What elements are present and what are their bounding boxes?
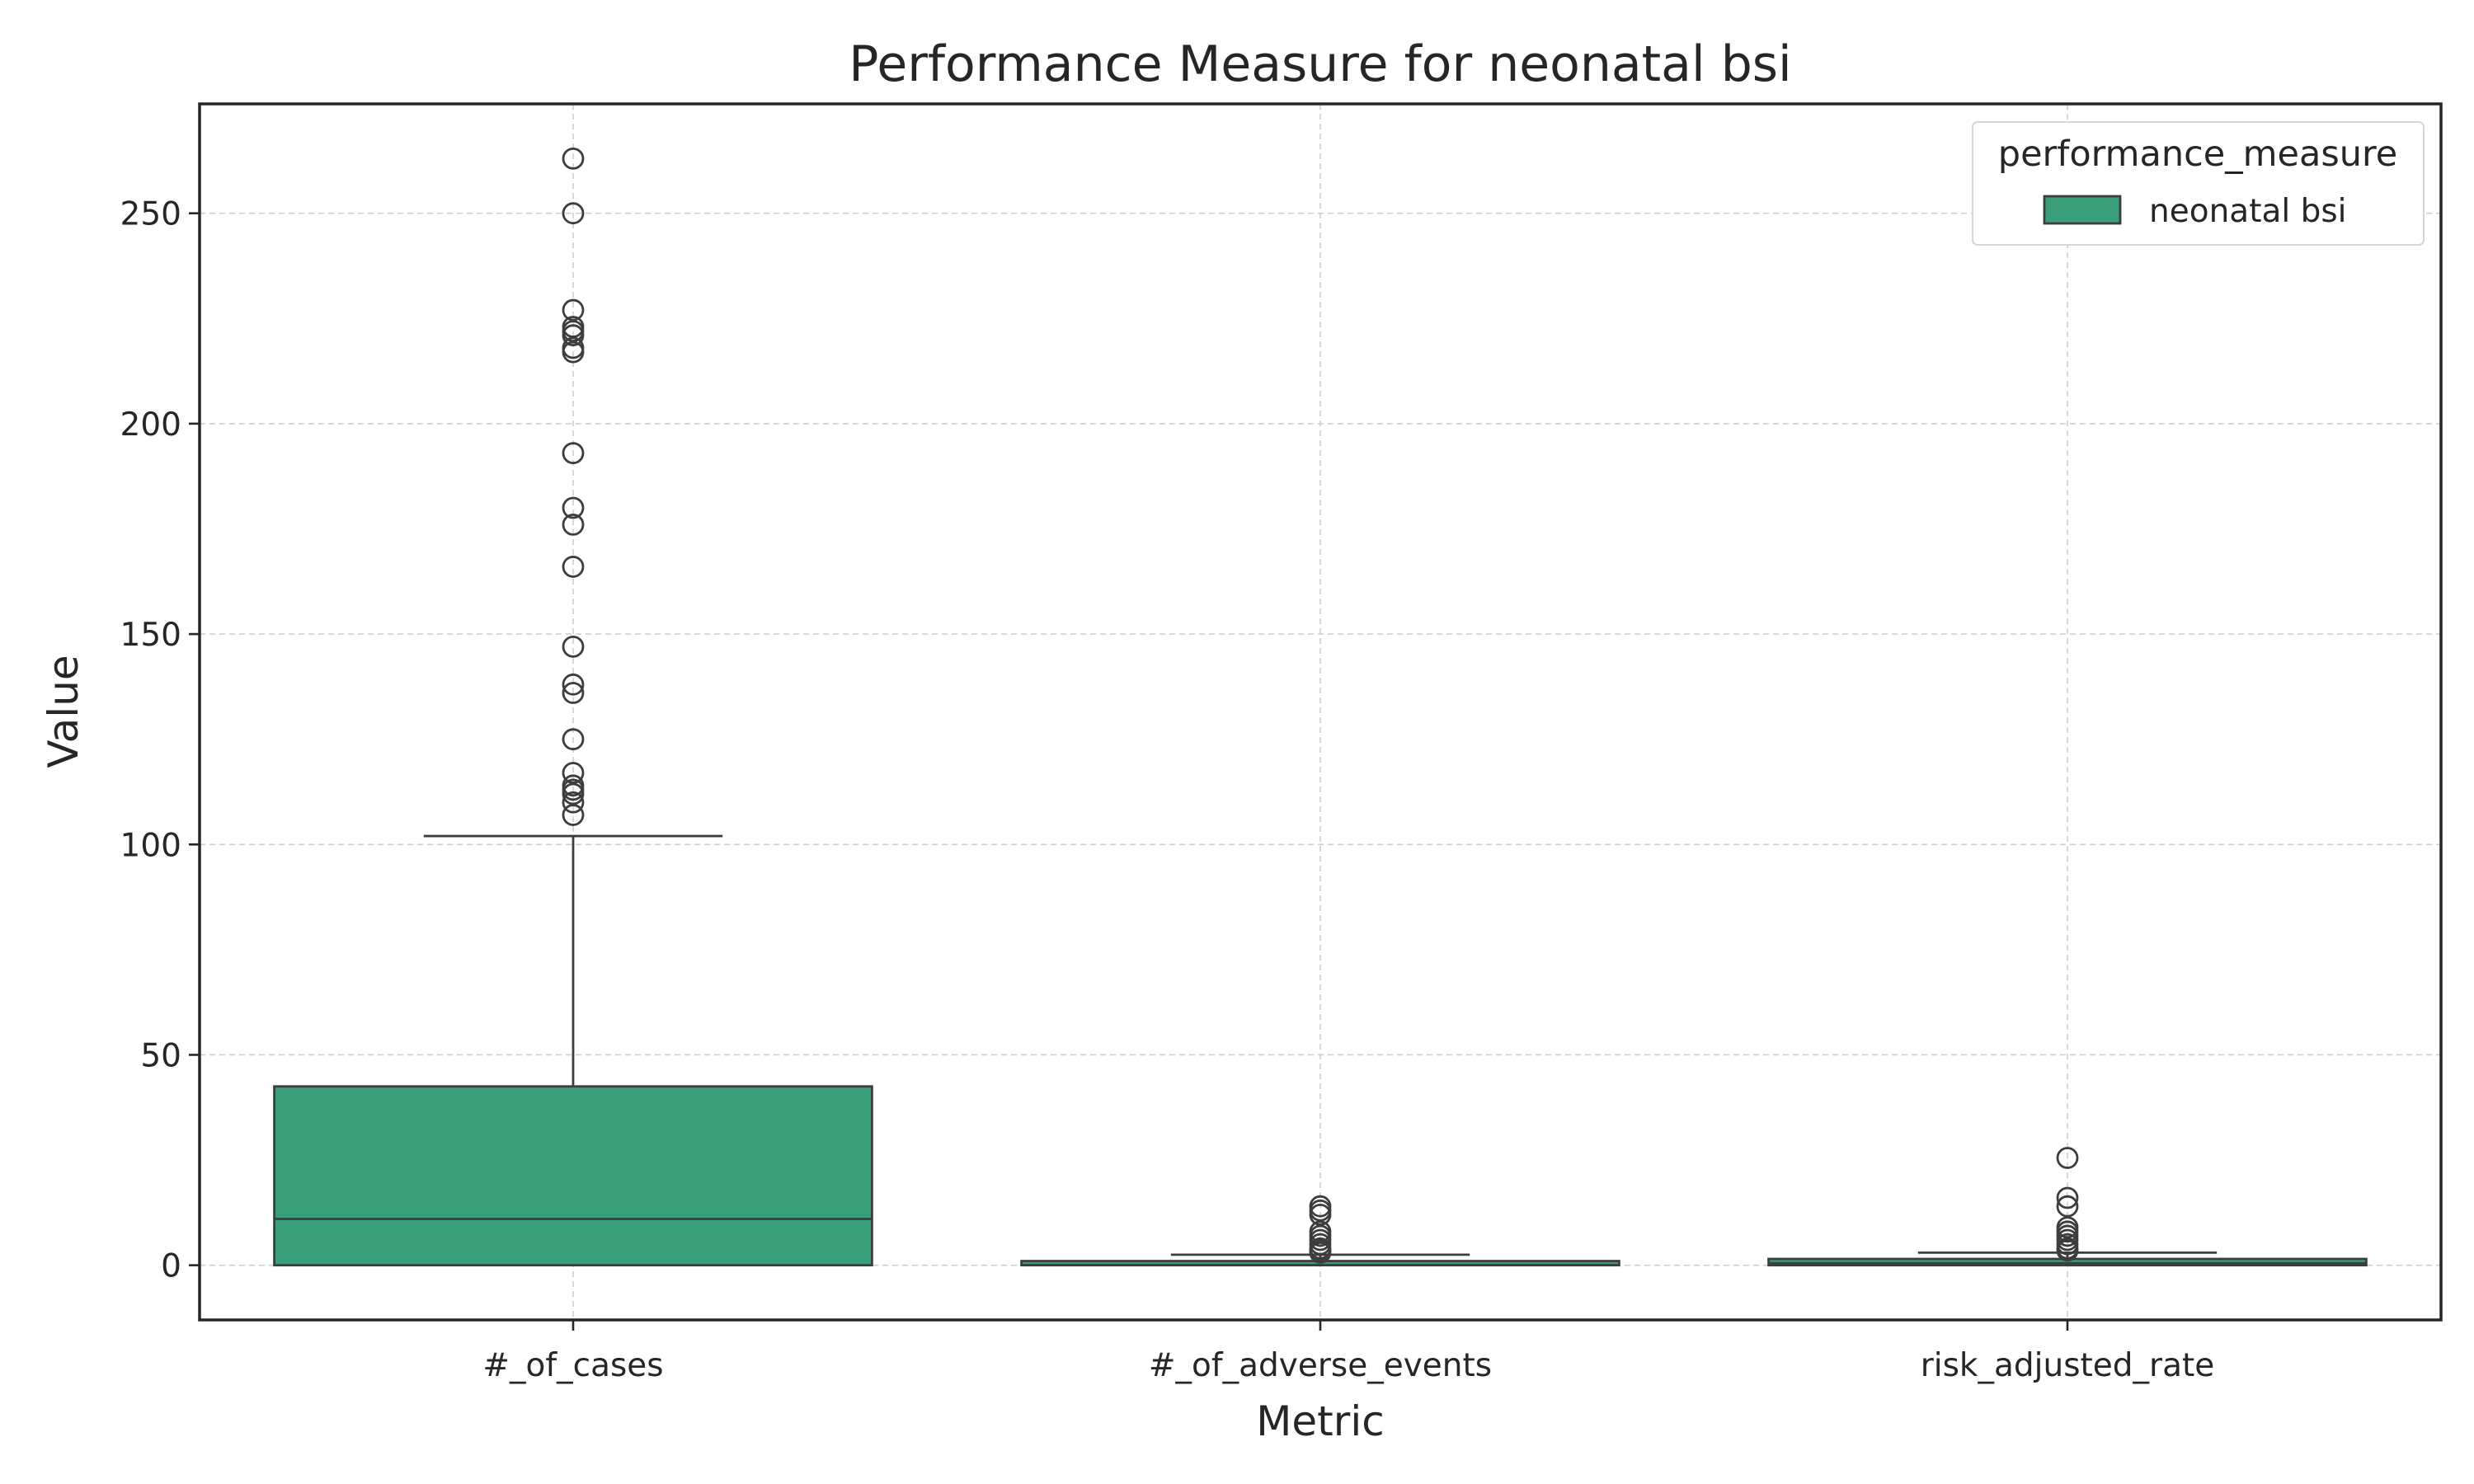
outlier-of-cases-8	[562, 673, 585, 696]
outlier-of-cases-10	[562, 556, 585, 578]
box-group-of-cases	[273, 147, 873, 1267]
box-group-risk-adjusted-rate	[1767, 1147, 2368, 1267]
box-group-of-adverse-events	[1020, 1195, 1620, 1267]
outlier-of-cases-4	[562, 774, 585, 797]
box-of-cases	[273, 1085, 873, 1267]
x-axis-title: Metric	[1256, 1397, 1384, 1445]
legend-title: performance_measure	[1998, 134, 2397, 175]
legend-entry-neonatal-bsi: neonatal bsi	[2149, 193, 2347, 230]
outlier-risk-adjusted-rate-9	[2056, 1147, 2079, 1169]
outlier-risk-adjusted-rate-6	[2056, 1216, 2079, 1239]
outlier-of-cases-1	[562, 791, 585, 814]
x-tick-label-of-cases: #_of_cases	[482, 1347, 663, 1384]
x-tick-label-of-adverse-events: #_of_adverse_events	[1149, 1347, 1492, 1384]
outlier-of-cases-6	[562, 728, 585, 751]
outlier-of-cases-13	[562, 442, 585, 465]
outlier-of-cases-20	[562, 202, 585, 225]
outlier-risk-adjusted-rate-7	[2056, 1195, 2079, 1218]
outlier-of-adverse-events-6	[1309, 1220, 1332, 1243]
outlier-risk-adjusted-rate-8	[2056, 1186, 2079, 1209]
y-axis-title: Value	[40, 655, 87, 768]
x-ticks: #_of_cases #_of_adverse_events risk_adjust…	[482, 1320, 2214, 1384]
y-tick-label-100: 100	[120, 827, 181, 864]
legend: performance_measure neonatal bsi	[1972, 121, 2425, 246]
outlier-of-cases-12	[562, 496, 585, 519]
outlier-of-cases-5	[562, 762, 585, 784]
boxes	[273, 147, 2368, 1267]
y-tick-label-50: 50	[140, 1037, 181, 1074]
y-tick-label-0: 0	[161, 1248, 181, 1285]
x-tick-label-risk-adjusted-rate: risk_adjusted_rate	[1921, 1347, 2215, 1384]
chart-title: Performance Measure for neonatal bsi	[849, 35, 1791, 93]
outlier-of-cases-9	[562, 635, 585, 658]
outlier-of-cases-15	[562, 336, 585, 359]
outlier-of-cases-11	[562, 513, 585, 536]
y-tick-label-150: 150	[120, 617, 181, 654]
y-tick-label-200: 200	[120, 406, 181, 444]
outlier-of-cases-0	[562, 804, 585, 826]
outlier-of-adverse-events-9	[1309, 1195, 1332, 1218]
outlier-of-cases-21	[562, 147, 585, 170]
y-ticks: 0 50 100 150 200 250	[120, 196, 200, 1285]
outlier-of-cases-18	[562, 316, 585, 338]
outlier-of-cases-7	[562, 682, 585, 704]
legend-swatch-neonatal-bsi	[2043, 195, 2122, 225]
y-tick-label-250: 250	[120, 196, 181, 233]
outlier-of-cases-19	[562, 298, 585, 322]
